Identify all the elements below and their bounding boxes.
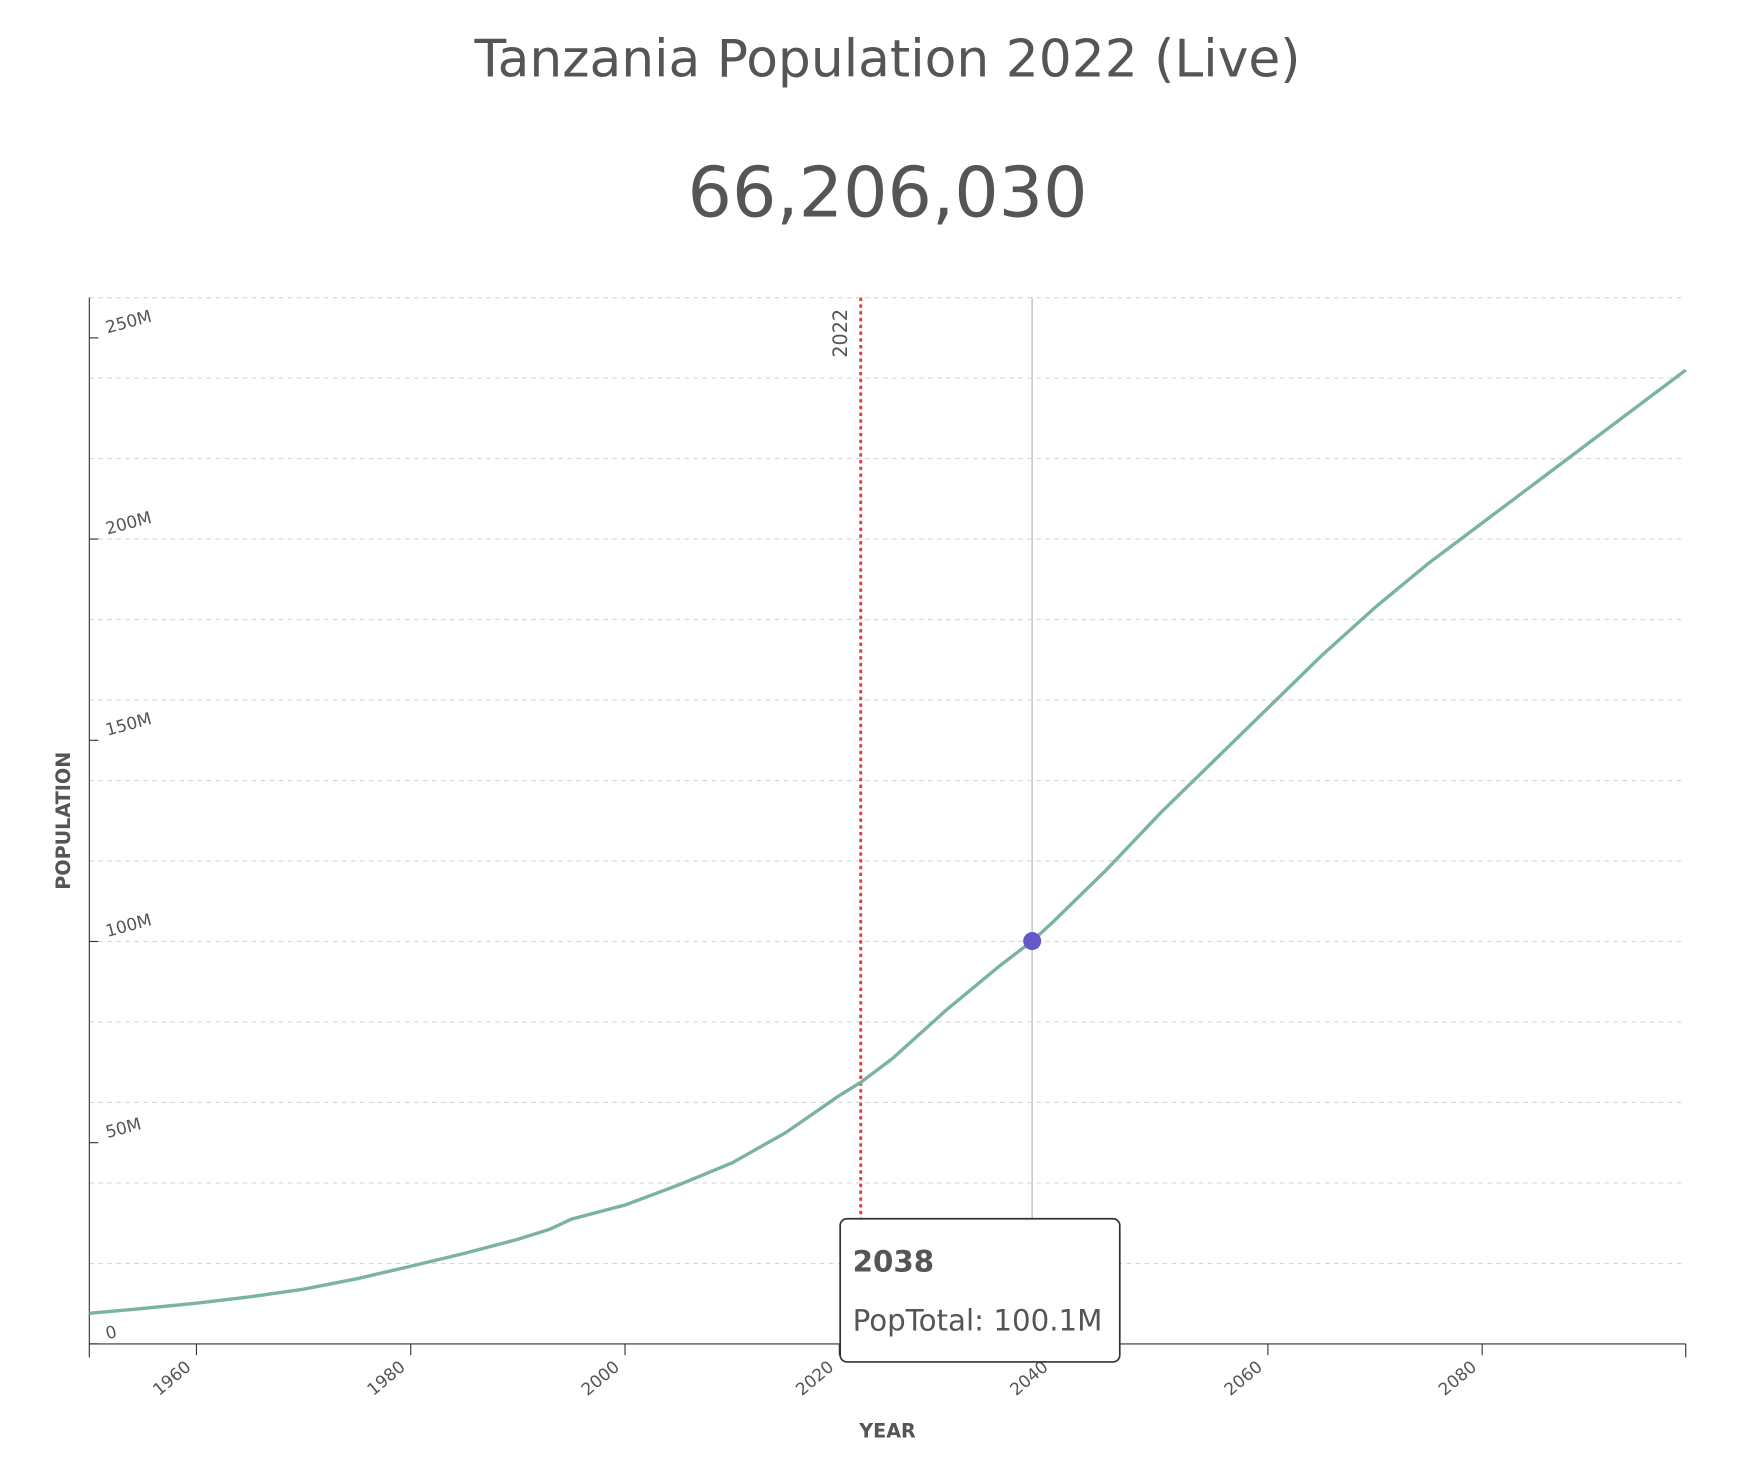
population-line — [89, 368, 1687, 1315]
y-tick-label: 50M — [103, 1113, 143, 1142]
x-tick-label: 2000 — [577, 1356, 623, 1399]
x-tick-label: 2080 — [1434, 1356, 1480, 1399]
x-tick-label: 1980 — [363, 1356, 409, 1399]
hover-point — [1023, 932, 1042, 951]
x-axis-label: YEAR — [858, 1419, 916, 1442]
y-tick-label: 250M — [103, 306, 153, 337]
y-tick-label: 150M — [103, 708, 153, 739]
x-tick-label: 1960 — [149, 1356, 195, 1399]
live-count: 66,206,030 — [687, 152, 1087, 233]
tooltip — [839, 1217, 1121, 1363]
tooltip-title: 2038 — [853, 1245, 935, 1279]
x-tick-label: 2040 — [1006, 1356, 1052, 1399]
y-tick-label: 0 — [103, 1321, 119, 1343]
x-tick-label: 2060 — [1220, 1356, 1266, 1399]
chart-title: Tanzania Population 2022 (Live) — [473, 30, 1300, 90]
x-tick-label: 2020 — [792, 1356, 838, 1399]
y-axis-label: POPULATION — [52, 752, 75, 890]
y-tick-label: 100M — [103, 909, 153, 940]
current-year-label: 2022 — [829, 309, 852, 358]
y-tick-label: 200M — [103, 507, 153, 538]
tooltip-text: PopTotal: 100.1M — [853, 1303, 1103, 1337]
